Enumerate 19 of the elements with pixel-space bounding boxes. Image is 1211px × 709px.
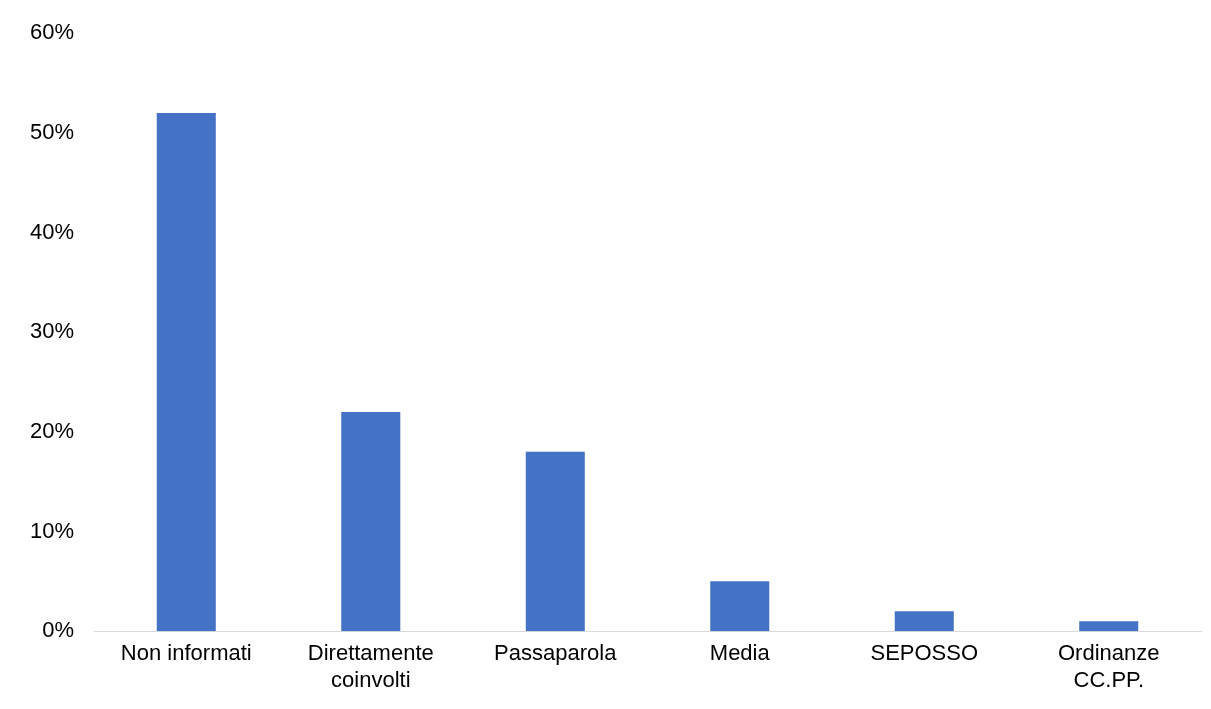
bar (156, 112, 216, 632)
y-tick-label: 20% (29, 417, 75, 443)
y-tick-label: 10% (29, 517, 75, 543)
x-tick-label: Non informati (120, 640, 252, 666)
y-tick-label: 40% (29, 218, 75, 244)
bar (1079, 621, 1139, 632)
y-tick-label: 50% (29, 118, 75, 144)
y-tick-label: 30% (29, 318, 75, 344)
x-tick-label: Media (709, 640, 771, 666)
y-tick-label: 60% (29, 19, 75, 45)
y-tick-label: 0% (42, 617, 75, 643)
x-tick-label: Direttamente coinvolti (307, 640, 434, 692)
x-tick-label: SEPOSSO (870, 640, 979, 666)
bar (894, 611, 954, 632)
x-tick-label: Ordinanze CC.PP. (1057, 640, 1160, 692)
bar (525, 451, 585, 632)
x-tick-label: Passaparola (494, 640, 618, 666)
bar (341, 411, 401, 632)
bar (710, 581, 770, 632)
